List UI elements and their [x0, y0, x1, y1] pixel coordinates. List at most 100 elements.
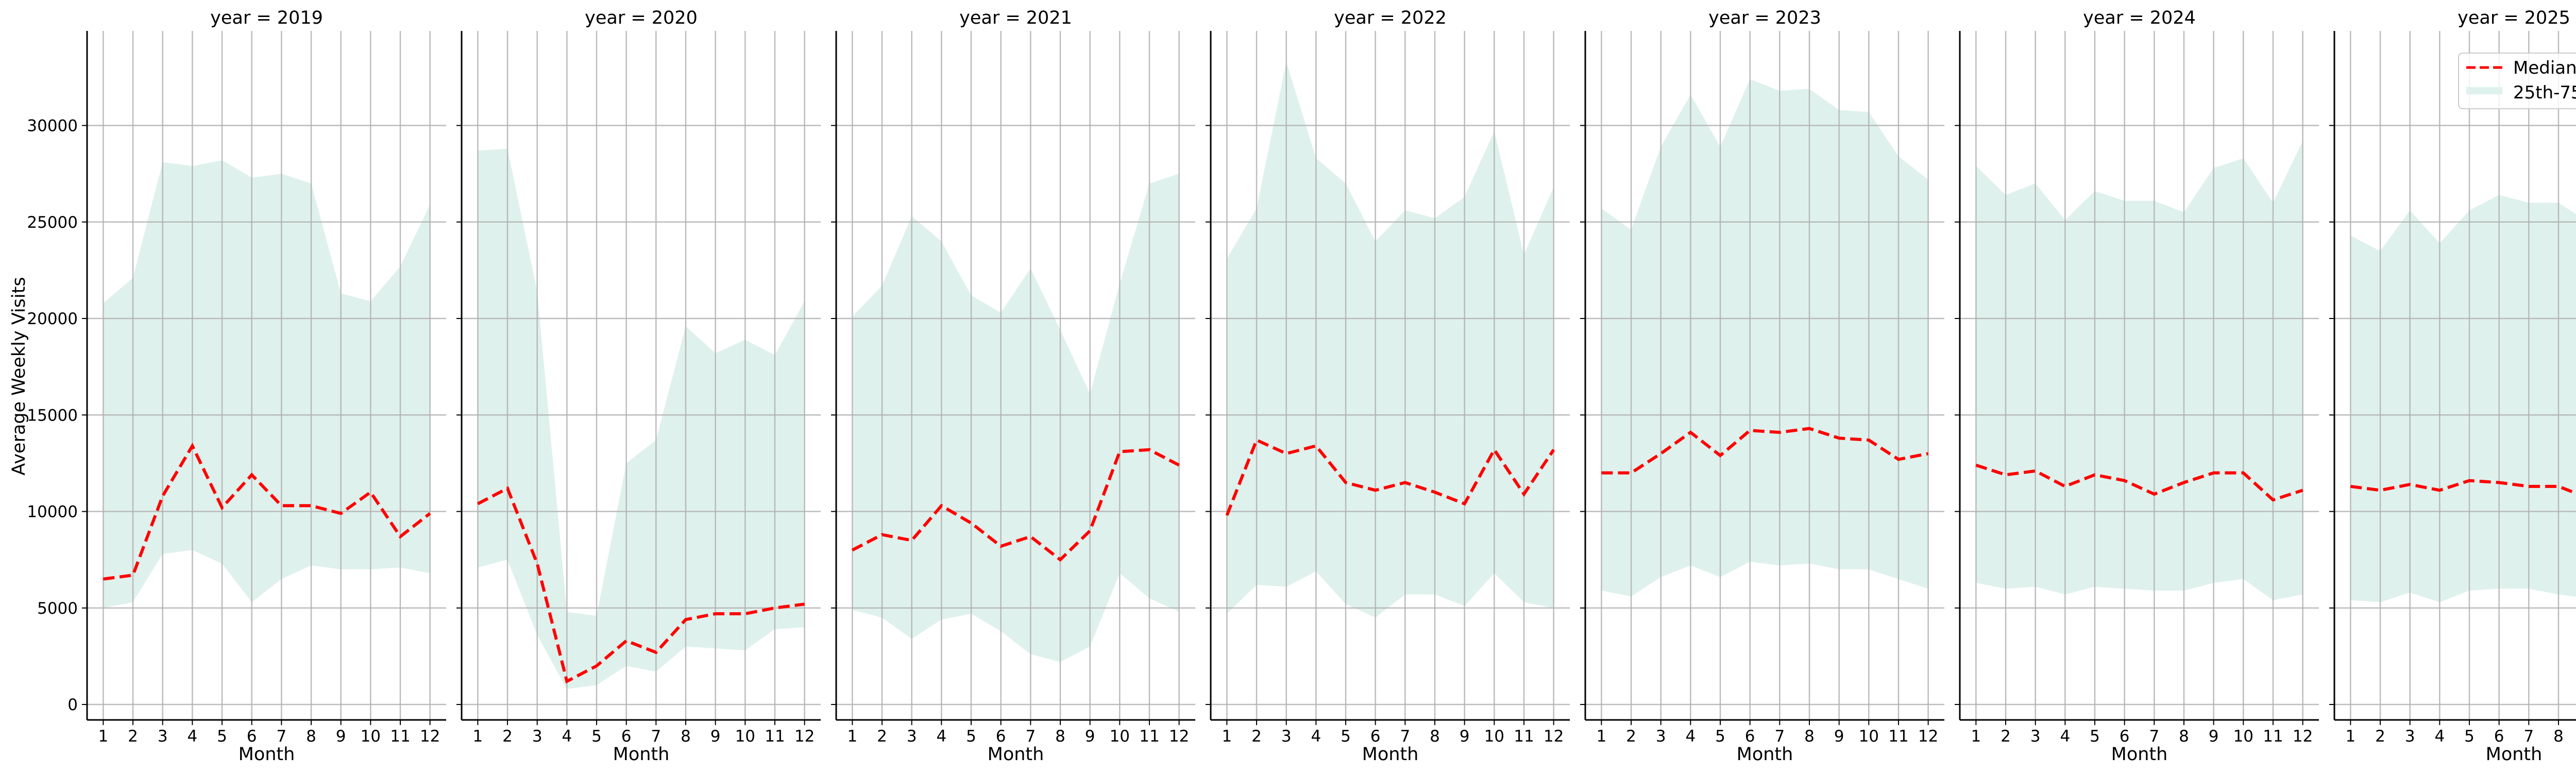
- x-tick-label: 7: [2149, 727, 2159, 746]
- x-tick-label: 8: [2553, 727, 2564, 746]
- x-tick-label: 6: [2494, 727, 2504, 746]
- facet-title: year = 2023: [1708, 8, 1821, 28]
- x-tick-label: 6: [1370, 727, 1381, 746]
- median-line: [851, 448, 1180, 562]
- x-tick-label: 7: [1774, 727, 1785, 746]
- x-axis-label: Month: [2486, 744, 2543, 765]
- x-tick-label: 1: [2345, 727, 2355, 746]
- x-tick-label: 5: [966, 727, 976, 746]
- x-tick-label: 7: [1025, 727, 1036, 746]
- y-tick-label: 5000: [37, 599, 78, 618]
- y-tick-label: 10000: [27, 503, 78, 522]
- x-tick-label: 11: [1514, 727, 1534, 746]
- x-tick-label: 3: [907, 727, 917, 746]
- median-line: [103, 442, 431, 581]
- legend-band-label: 25th-75th Percentile: [2513, 82, 2576, 103]
- x-tick-label: 7: [2523, 727, 2534, 746]
- x-tick-label: 12: [2293, 727, 2313, 746]
- x-tick-label: 2: [128, 727, 138, 746]
- median-line: [1225, 438, 1555, 516]
- median-line: [1975, 463, 2303, 502]
- x-tick-label: 5: [591, 727, 602, 746]
- x-tick-label: 10: [1484, 727, 1504, 746]
- x-tick-label: 8: [306, 727, 316, 746]
- legend: Median 25th-75th Percentile: [2458, 53, 2576, 109]
- x-tick-label: 3: [2405, 727, 2415, 746]
- x-tick-label: 6: [247, 727, 257, 746]
- facet-title: year = 2025: [2458, 8, 2570, 28]
- x-tick-label: 2: [1626, 727, 1636, 746]
- x-tick-label: 4: [562, 727, 572, 746]
- y-tick-label: 25000: [27, 213, 78, 232]
- x-tick-label: 1: [1971, 727, 1981, 746]
- x-tick-label: 3: [1656, 727, 1666, 746]
- median-line: [2350, 479, 2576, 495]
- x-tick-label: 12: [1544, 727, 1564, 746]
- x-axis-label: Month: [1737, 744, 1793, 765]
- x-axis-label: Month: [2111, 744, 2168, 765]
- x-tick-label: 7: [651, 727, 661, 746]
- y-tick-label: 0: [67, 696, 78, 714]
- x-tick-label: 10: [1859, 727, 1879, 746]
- x-tick-label: 2: [877, 727, 887, 746]
- percentile-band: [2350, 195, 2576, 602]
- x-tick-label: 12: [1169, 727, 1189, 746]
- x-tick-label: 5: [2090, 727, 2100, 746]
- facet-title: year = 2022: [1334, 8, 1447, 28]
- x-tick-label: 1: [98, 727, 108, 746]
- percentile-band: [103, 160, 430, 608]
- x-tick-label: 4: [2060, 727, 2070, 746]
- percentile-band: [478, 148, 805, 690]
- x-tick-label: 4: [936, 727, 946, 746]
- x-tick-label: 8: [2179, 727, 2189, 746]
- x-tick-label: 11: [2263, 727, 2283, 746]
- x-tick-label: 6: [996, 727, 1006, 746]
- y-tick-label: 15000: [27, 406, 78, 425]
- x-axis-label: Month: [613, 744, 670, 765]
- x-axis-label: Month: [988, 744, 1044, 765]
- x-tick-label: 2: [2001, 727, 2011, 746]
- x-tick-label: 9: [710, 727, 721, 746]
- x-tick-label: 3: [2030, 727, 2041, 746]
- x-axis-label: Month: [1362, 744, 1419, 765]
- x-tick-label: 10: [735, 727, 755, 746]
- x-tick-label: 8: [681, 727, 691, 746]
- legend-median-label: Median: [2513, 58, 2576, 78]
- x-tick-label: 6: [621, 727, 632, 746]
- x-tick-label: 10: [1110, 727, 1130, 746]
- x-tick-label: 9: [2209, 727, 2219, 746]
- x-tick-label: 5: [2464, 727, 2475, 746]
- x-tick-label: 10: [361, 727, 381, 746]
- x-tick-label: 11: [1888, 727, 1908, 746]
- x-tick-label: 6: [2120, 727, 2130, 746]
- x-tick-label: 4: [2434, 727, 2445, 746]
- x-tick-label: 12: [1918, 727, 1938, 746]
- x-tick-label: 9: [1834, 727, 1844, 746]
- x-tick-label: 3: [158, 727, 168, 746]
- percentile-band: [1601, 79, 1928, 597]
- x-tick-label: 11: [390, 727, 410, 746]
- percentile-band: [1227, 61, 1554, 618]
- x-tick-label: 1: [847, 727, 857, 746]
- percentile-band: [1976, 141, 2303, 600]
- x-tick-label: 5: [217, 727, 227, 746]
- x-tick-label: 4: [1311, 727, 1321, 746]
- x-tick-label: 1: [472, 727, 483, 746]
- x-tick-label: 8: [1804, 727, 1815, 746]
- percentile-band: [852, 174, 1179, 662]
- x-tick-label: 11: [1139, 727, 1159, 746]
- x-tick-label: 3: [1281, 727, 1292, 746]
- x-tick-label: 4: [1685, 727, 1696, 746]
- facet-title: year = 2024: [2083, 8, 2196, 28]
- median-line: [477, 486, 805, 684]
- facet-title: year = 2021: [959, 8, 1072, 28]
- x-tick-label: 2: [2375, 727, 2385, 746]
- x-tick-label: 5: [1341, 727, 1351, 746]
- x-tick-label: 2: [1251, 727, 1262, 746]
- y-tick-label: 30000: [27, 117, 78, 136]
